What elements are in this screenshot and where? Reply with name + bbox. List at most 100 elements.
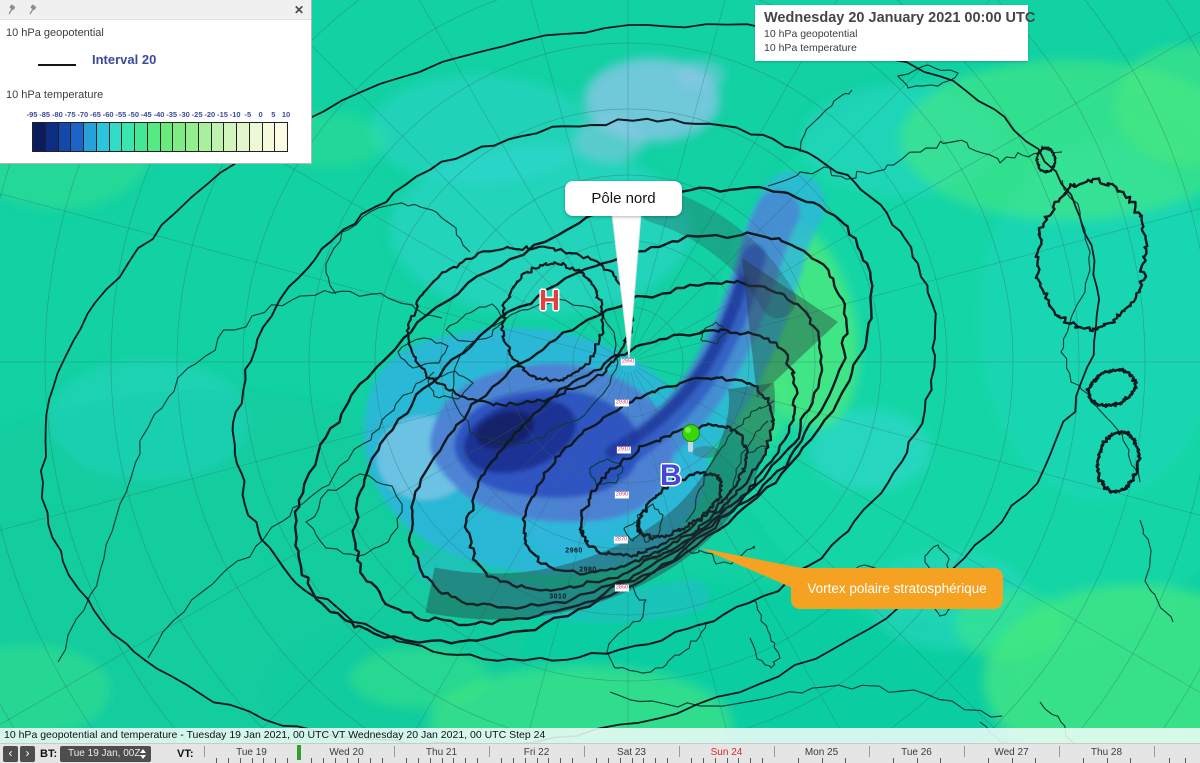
legend-panel-body: 10 hPa geopotential Interval 20 10 hPa t… (0, 19, 311, 163)
prev-step-button[interactable]: ‹ (3, 746, 18, 762)
hour-tick (287, 758, 289, 763)
timeline-day[interactable]: Fri 22 (489, 744, 584, 763)
hour-tick (536, 758, 538, 763)
hour-tick (892, 758, 894, 763)
vortex-callout: Vortex polaire stratosphérique (791, 568, 1003, 609)
timeline-day[interactable]: Thu 21 (394, 744, 489, 763)
hour-tick (382, 758, 384, 763)
base-time-select[interactable]: Tue 19 Jan, 00Z (60, 746, 151, 762)
color-scale (32, 122, 288, 152)
day-separator (774, 746, 775, 757)
scale-tick-label: 10 (281, 110, 291, 119)
hour-tick (215, 758, 217, 763)
scale-tick-label: -10 (229, 110, 241, 119)
color-scale-cell (198, 123, 212, 151)
scale-tick-label: -70 (77, 110, 89, 119)
day-label: Wed 20 (329, 747, 364, 758)
vortex-arrow (425, 187, 838, 620)
timeline-scrubber[interactable]: Tue 19 Wed 20 Thu 21 Fri 22 Sat 23 Sun 24 Mon … (204, 744, 1200, 763)
hour-tick (275, 758, 277, 763)
scale-tick-label: -20 (204, 110, 216, 119)
contour-label: 2910 (616, 446, 632, 454)
hour-tick (512, 758, 514, 763)
scale-tick-label: -60 (102, 110, 114, 119)
pushpin-icon-2[interactable] (28, 4, 39, 15)
scale-tick-label: -25 (191, 110, 203, 119)
pushpin-icon[interactable] (7, 4, 18, 15)
timeline-day[interactable]: Tue 19 (204, 744, 299, 763)
contour-label: 2870 (613, 536, 629, 544)
hour-tick (358, 758, 360, 763)
geopotential-legend-label: 10 hPa geopotential (6, 27, 104, 39)
day-separator (394, 746, 395, 757)
hour-tick (548, 758, 550, 763)
timeline-day[interactable]: Tue 26 (869, 744, 964, 763)
hour-tick (441, 758, 443, 763)
hour-tick (477, 758, 479, 763)
scale-tick-label: -30 (178, 110, 190, 119)
color-scale-cell (147, 123, 161, 151)
hour-tick (762, 758, 764, 763)
day-label: Tue 19 (236, 747, 267, 758)
interval-label: Interval 20 (92, 52, 157, 67)
color-scale-cell (275, 123, 287, 151)
color-scale-cell (58, 123, 72, 151)
hour-tick (690, 758, 692, 763)
scale-tick-label: -45 (140, 110, 152, 119)
color-scale-cell (186, 123, 199, 151)
pole-nord-label: Pôle nord (591, 190, 656, 207)
day-separator (204, 746, 205, 757)
timeline-day[interactable]: Sun 24 (679, 744, 774, 763)
timeline-day[interactable]: Mon 25 (774, 744, 869, 763)
high-center-letter: H (539, 285, 560, 317)
map-pin-icon[interactable] (682, 424, 720, 459)
hour-tick (738, 758, 740, 763)
hour-tick (655, 758, 657, 763)
status-text: 10 hPa geopotential and temperature - Tu… (4, 729, 546, 741)
color-scale-cell (33, 123, 46, 151)
valid-time-info-box: Wednesday 20 January 2021 00:00 UTC 10 h… (755, 5, 1035, 61)
day-label: Fri 22 (523, 747, 550, 758)
hour-tick (322, 758, 324, 763)
timeline-day[interactable]: Thu 28 (1059, 744, 1154, 763)
timeline-day[interactable]: Wed 27 (964, 744, 1059, 763)
hour-tick (916, 758, 918, 763)
scale-tick-label: 0 (258, 110, 263, 119)
hour-tick (1035, 758, 1037, 763)
day-label: Thu 21 (425, 747, 458, 758)
legend-panel-header: ✕ (0, 0, 311, 20)
hour-tick (845, 758, 847, 763)
hour-tick (940, 758, 942, 763)
contour-label: 2960 (565, 547, 583, 555)
hour-tick (726, 758, 728, 763)
day-label: Thu 28 (1090, 747, 1123, 758)
hour-tick (714, 758, 716, 763)
day-label: Sat 23 (617, 747, 646, 758)
scale-tick-label: -40 (153, 110, 165, 119)
scale-tick-label: -75 (64, 110, 76, 119)
day-label: Tue 26 (901, 747, 932, 758)
day-separator (584, 746, 585, 757)
color-scale-cell (122, 123, 135, 151)
timeline-day[interactable]: Wed 20 (299, 744, 394, 763)
hour-tick (429, 758, 431, 763)
close-icon[interactable]: ✕ (293, 2, 304, 17)
hour-tick (417, 758, 419, 763)
hour-tick (595, 758, 597, 763)
legend-panel: ✕ 10 hPa geopotential Interval 20 10 hPa… (0, 0, 312, 164)
color-scale-cell (45, 123, 59, 151)
color-scale-ticks: -95 -85 -80 -75 -70 -65 -60 -55 -50 -45 -40 -35 -30-… (27, 110, 291, 120)
hour-tick (1106, 758, 1108, 763)
color-scale-cell (211, 123, 225, 151)
timeline-day[interactable]: Sat 23 (584, 744, 679, 763)
hour-tick (370, 758, 372, 763)
next-step-button[interactable]: › (20, 746, 35, 762)
scale-tick-label: -55 (115, 110, 127, 119)
current-time-marker (297, 745, 301, 760)
color-scale-cell (160, 123, 174, 151)
hour-tick (227, 758, 229, 763)
hour-tick (750, 758, 752, 763)
hour-tick (572, 758, 574, 763)
